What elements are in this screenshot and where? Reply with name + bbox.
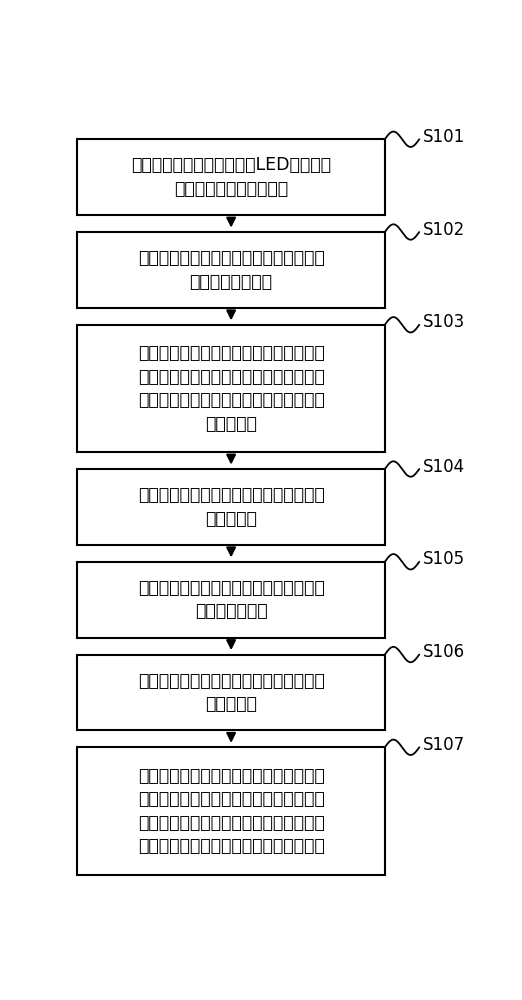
Text: 计算所述乘积与所述导通时间的和，作为
第二时间点: 计算所述乘积与所述导通时间的和，作为 第二时间点 <box>138 672 325 713</box>
Text: 确定所述脉冲宽度调制周期内的一个时间
点为参考时间点，计算从所述脉冲宽度调
制周期的起始时间点到所述参考时间点的
目标时间段: 确定所述脉冲宽度调制周期内的一个时间 点为参考时间点，计算从所述脉冲宽度调 制周… <box>138 344 325 433</box>
Text: S105: S105 <box>423 550 466 568</box>
Text: S104: S104 <box>423 458 466 476</box>
Text: S107: S107 <box>423 736 466 754</box>
Text: 计算所述脉冲宽度调制周期减去所述导通
时间的差值时间段: 计算所述脉冲宽度调制周期减去所述导通 时间的差值时间段 <box>138 249 325 291</box>
Text: S103: S103 <box>423 313 466 331</box>
Text: S102: S102 <box>423 221 466 239</box>
FancyBboxPatch shape <box>77 139 385 215</box>
FancyBboxPatch shape <box>77 562 385 638</box>
Text: 计算所述比例与所述差值时间段的乘积，
作为第一时间点: 计算所述比例与所述差值时间段的乘积， 作为第一时间点 <box>138 579 325 620</box>
Text: 获取脉冲宽度调制周期以及LED在脉冲宽
度调制周期内的导通时间: 获取脉冲宽度调制周期以及LED在脉冲宽 度调制周期内的导通时间 <box>131 156 331 198</box>
Text: S101: S101 <box>423 128 466 146</box>
Text: 从所述脉冲宽度调制周期开始后的所述第
一时间点时，开始脉冲宽度调制的输出，
并从所述脉冲宽度调制周期开始后的所述
第二时间点时，停止脉冲宽度调制的输出: 从所述脉冲宽度调制周期开始后的所述第 一时间点时，开始脉冲宽度调制的输出， 并从… <box>138 767 325 855</box>
FancyBboxPatch shape <box>77 655 385 730</box>
FancyBboxPatch shape <box>77 232 385 308</box>
FancyBboxPatch shape <box>77 747 385 875</box>
FancyBboxPatch shape <box>77 469 385 545</box>
Text: S106: S106 <box>423 643 466 661</box>
Text: 计算所述目标时间段与所述脉冲宽度调制
周期的比例: 计算所述目标时间段与所述脉冲宽度调制 周期的比例 <box>138 486 325 528</box>
FancyBboxPatch shape <box>77 325 385 452</box>
